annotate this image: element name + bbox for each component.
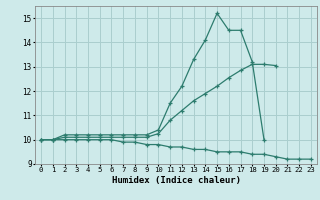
X-axis label: Humidex (Indice chaleur): Humidex (Indice chaleur) [111,176,241,185]
